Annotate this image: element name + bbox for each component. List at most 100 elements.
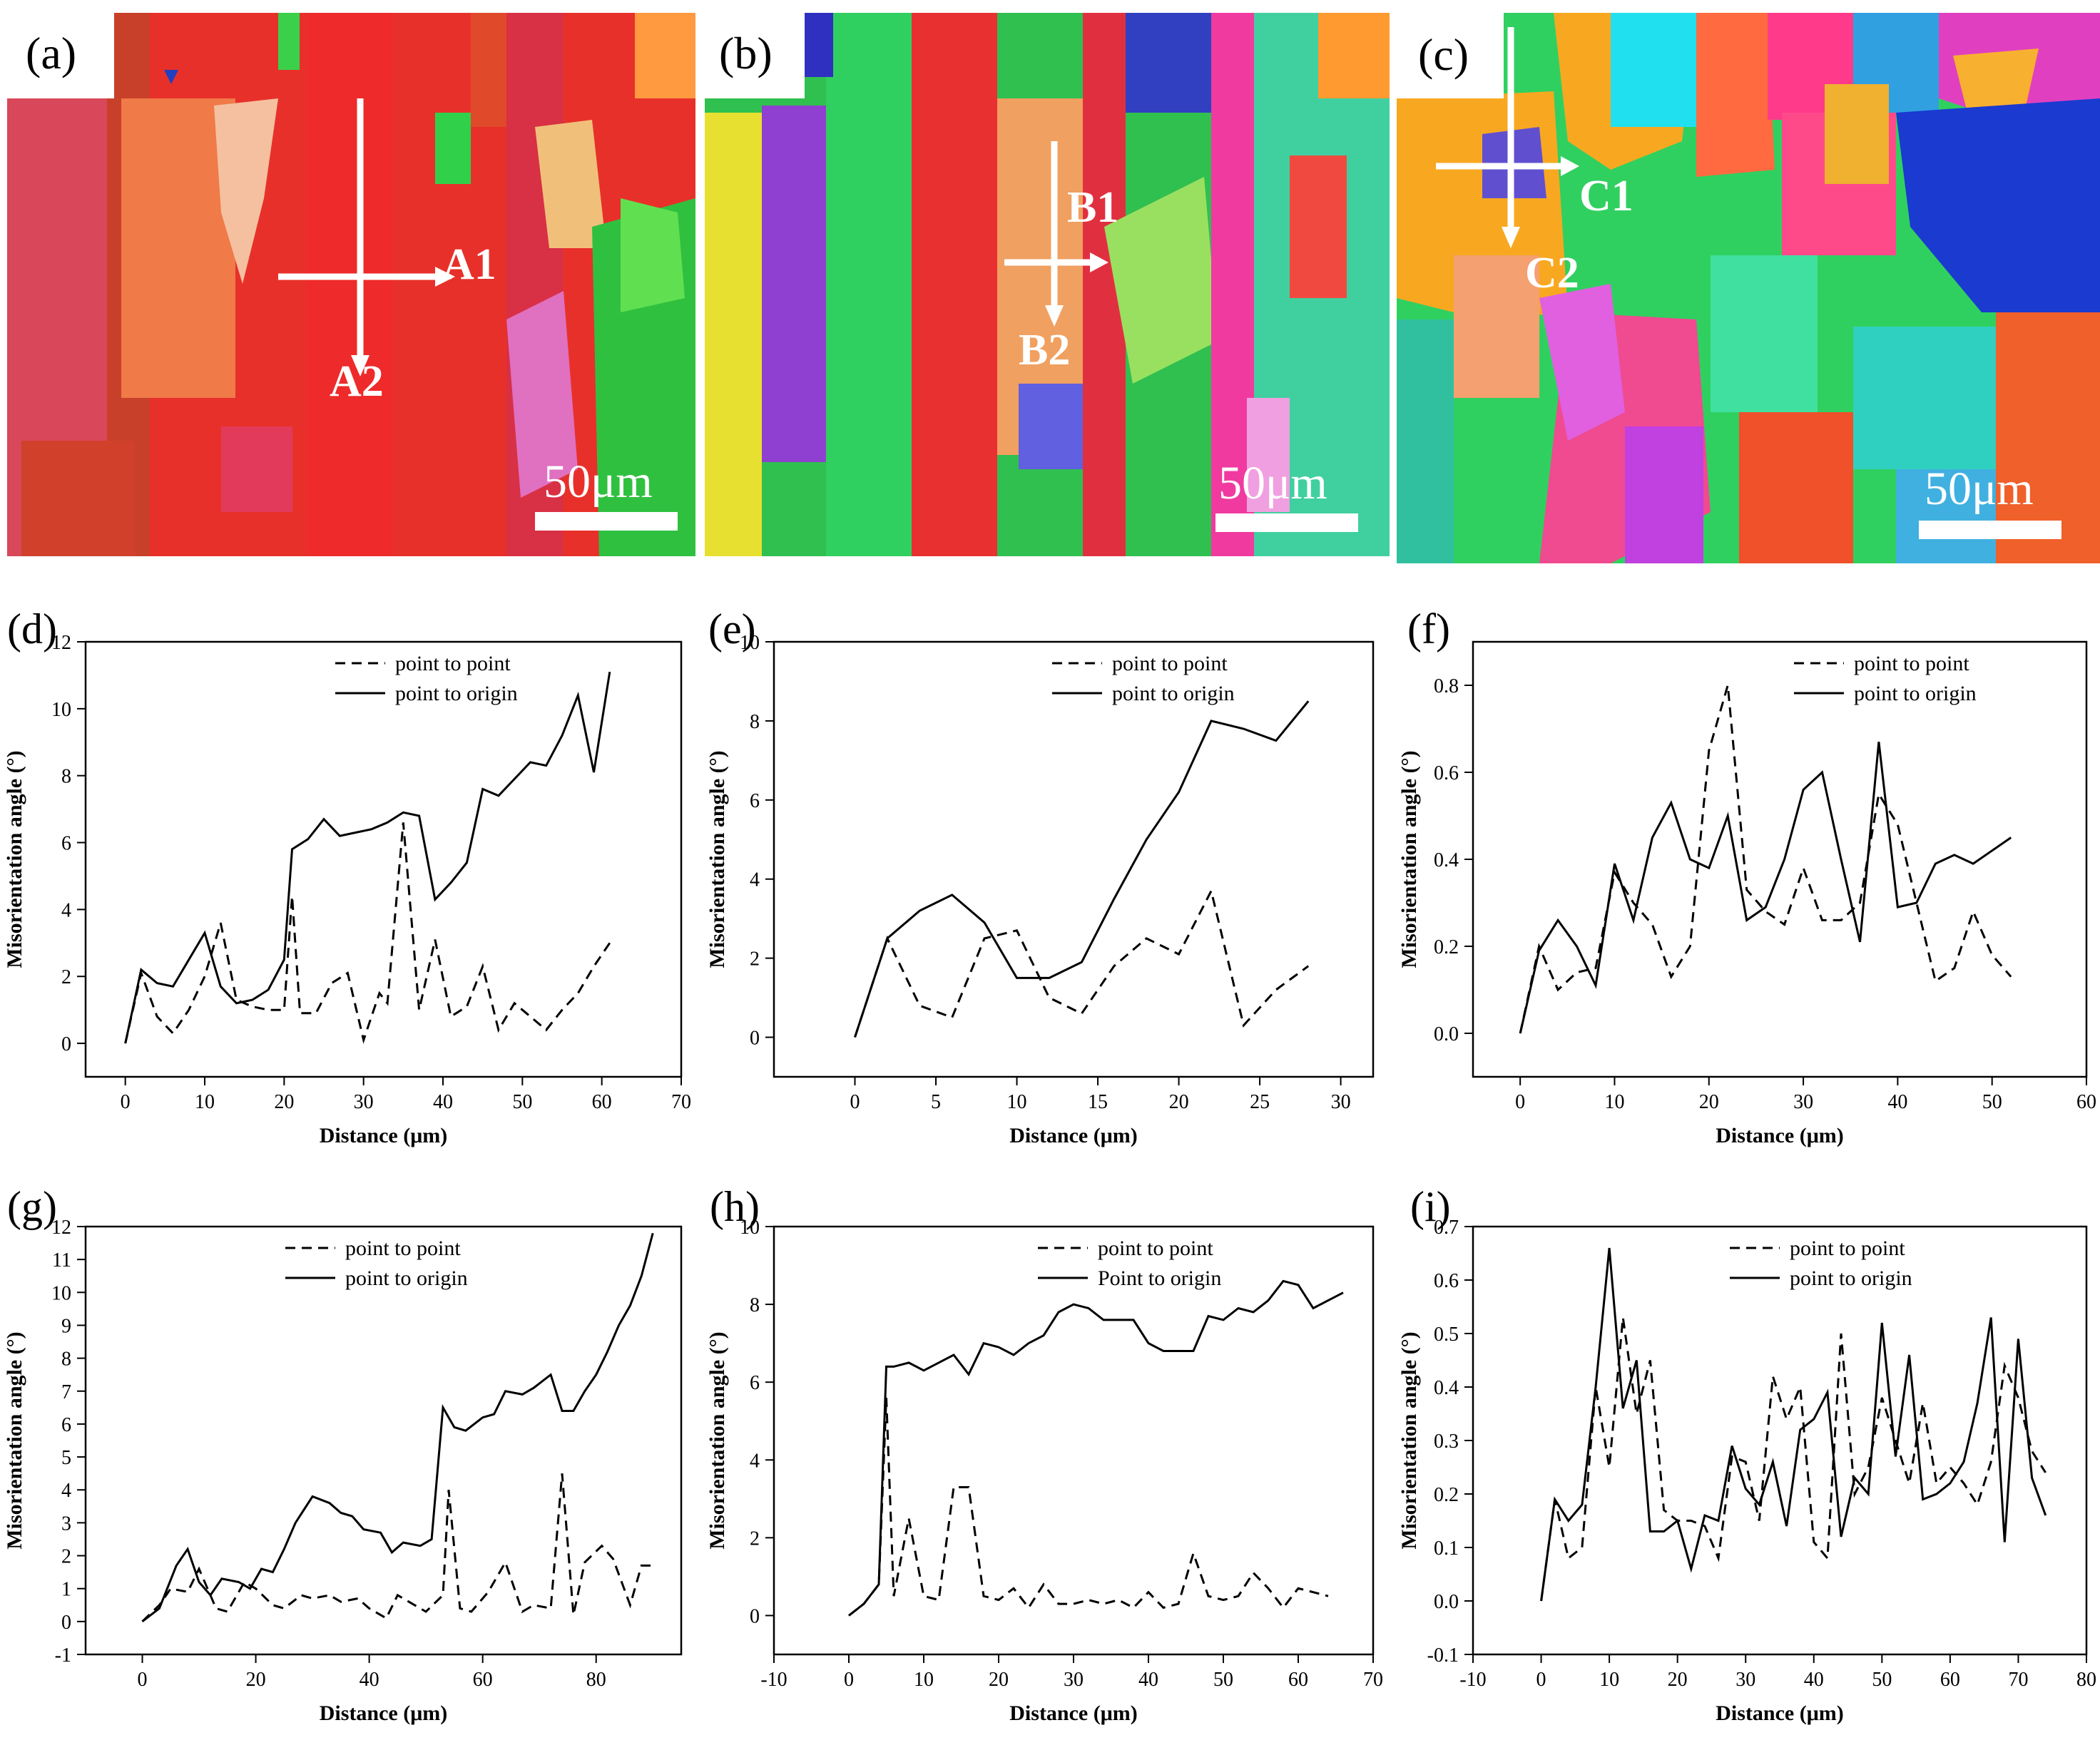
panel-letter: (d) <box>7 605 57 653</box>
y-tick-label: 11 <box>52 1249 71 1271</box>
x-tick-label: 30 <box>354 1091 374 1113</box>
legend-label: Point to origin <box>1098 1266 1221 1290</box>
x-tick-label: 40 <box>1138 1669 1158 1691</box>
ebsd-map-b-image <box>705 13 1390 556</box>
ebsd-map-a-image <box>7 13 695 556</box>
y-tick-label: 0.4 <box>1434 849 1459 871</box>
series-line-point-to-origin <box>854 700 1310 1038</box>
x-tick-label: 15 <box>1088 1091 1108 1113</box>
series-line-point-to-origin <box>141 1232 654 1622</box>
x-tick-label: 20 <box>989 1669 1009 1691</box>
x-axis-label: Distance (μm) <box>1716 1124 1843 1147</box>
chart-d: (d) 0 10 20 30 40 50 60 70 0 2 4 6 8 10 12 Distance (μm)… <box>0 592 695 1148</box>
panel-letter-b: (b) <box>719 28 773 78</box>
x-tick-label: 0 <box>1536 1669 1546 1691</box>
legend-label: point to point <box>1098 1237 1213 1260</box>
x-axis-label: Distance (μm) <box>1716 1701 1843 1725</box>
x-tick-label: 10 <box>195 1091 215 1113</box>
scale-bar-label-c: 50μm <box>1925 463 2034 515</box>
y-tick-label: 4 <box>750 1450 760 1472</box>
y-tick-label: 0 <box>61 1612 71 1634</box>
arrow-label-c2: C2 <box>1525 249 1579 297</box>
y-axis-label: Misorientation angle (°) <box>705 1331 729 1549</box>
y-tick-label: 0.1 <box>1434 1537 1459 1560</box>
y-tick-label: 0.8 <box>1434 675 1459 697</box>
panel-letter-a: (a) <box>26 28 77 78</box>
x-tick-label: 40 <box>433 1091 453 1113</box>
x-tick-label: 0 <box>1515 1091 1525 1113</box>
y-tick-label: 0.4 <box>1434 1377 1459 1399</box>
x-tick-label: 20 <box>1169 1091 1189 1113</box>
y-tick-label: 6 <box>750 790 760 812</box>
x-tick-label: 70 <box>671 1091 691 1113</box>
y-tick-label: 0.0 <box>1434 1023 1459 1045</box>
x-tick-label: 40 <box>1887 1091 1907 1113</box>
chart-g: (g) 0 20 40 60 80 -1 0 1 2 3 4 5 6 7 8 9 10 11 12 Distance (… <box>0 1170 695 1740</box>
x-tick-label: 10 <box>1604 1091 1624 1113</box>
x-tick-label: 40 <box>360 1669 379 1691</box>
legend-label: point to point <box>1854 652 1969 675</box>
scale-bar-b <box>1215 513 1358 532</box>
axes-frame <box>773 640 1375 1078</box>
legend-label: point to origin <box>345 1266 468 1290</box>
y-axis-label: Misorientation angle (°) <box>705 750 729 968</box>
x-tick-label: 60 <box>2076 1091 2096 1113</box>
x-tick-label: 30 <box>1064 1669 1084 1691</box>
chart-f: (f) 0 10 20 30 40 50 60 0.0 0.2 0.4 0.6 0.8 Distance … <box>1395 592 2100 1148</box>
x-tick-label: 10 <box>1599 1669 1619 1691</box>
x-axis-label: Distance (μm) <box>1009 1124 1137 1147</box>
y-tick-label: 1 <box>61 1579 71 1601</box>
y-tick-label: 7 <box>61 1381 71 1403</box>
series-line-point-to-origin <box>848 1279 1344 1617</box>
series-line-point-to-origin <box>1540 1247 2047 1602</box>
y-tick-label: 6 <box>61 833 71 855</box>
y-tick-label: 0 <box>750 1028 760 1050</box>
series-line-point-to-origin <box>1519 742 2012 1034</box>
y-axis-label: Misorientation angle (°) <box>1397 750 1421 968</box>
y-tick-label: -1 <box>55 1644 71 1667</box>
x-tick-label: 25 <box>1250 1091 1270 1113</box>
x-tick-label: 70 <box>1363 1669 1383 1691</box>
y-tick-label: 2 <box>61 1546 71 1568</box>
x-tick-label: 30 <box>1793 1091 1813 1113</box>
panel-letter: (e) <box>708 605 756 653</box>
x-tick-label: 50 <box>1872 1669 1892 1691</box>
x-axis-label: Distance (μm) <box>320 1124 447 1147</box>
series-line-point-to-point <box>141 1473 653 1622</box>
y-tick-label: 2 <box>750 948 760 971</box>
x-tick-label: 80 <box>586 1669 606 1691</box>
chart-i-svg: (i) -10 0 10 20 30 40 50 60 70 80 -0.1 0.0 0.1 0.2 0.3 0… <box>1397 1183 2096 1725</box>
chart-e: (e) 0 5 10 15 20 25 30 0 2 4 6 8 10 Distance (μm) Misor… <box>703 592 1387 1148</box>
x-tick-label: 30 <box>1735 1669 1755 1691</box>
x-tick-label: 50 <box>1982 1091 2002 1113</box>
series-line-point-to-point <box>124 822 611 1044</box>
y-tick-label: -0.1 <box>1427 1644 1459 1667</box>
y-tick-label: 10 <box>740 632 760 654</box>
legend-label: point to point <box>395 652 511 675</box>
arrow-label-a2: A2 <box>330 357 384 406</box>
series-line-point-to-point <box>854 888 1310 1038</box>
panel-letter: (h) <box>710 1183 760 1230</box>
x-tick-label: 50 <box>1213 1669 1233 1691</box>
axes-frame <box>84 640 683 1078</box>
x-tick-label: 60 <box>1288 1669 1308 1691</box>
scale-bar-label-b: 50μm <box>1218 457 1327 509</box>
y-tick-label: 2 <box>750 1527 760 1550</box>
legend-label: point to origin <box>1854 682 1977 705</box>
x-tick-label: 0 <box>138 1669 148 1691</box>
x-tick-label: 0 <box>121 1091 131 1113</box>
legend-label: point to point <box>1790 1237 1905 1260</box>
y-tick-label: 0.6 <box>1434 1270 1459 1292</box>
x-axis-label: Distance (μm) <box>1009 1701 1137 1725</box>
x-tick-label: 30 <box>1331 1091 1351 1113</box>
arrow-label-c1: C1 <box>1579 172 1633 220</box>
y-tick-label: 0 <box>750 1605 760 1627</box>
y-tick-label: 4 <box>61 1480 71 1502</box>
x-tick-label: 50 <box>512 1091 532 1113</box>
panel-letter: (f) <box>1407 605 1450 653</box>
y-tick-label: 8 <box>750 711 760 733</box>
x-tick-label: 0 <box>844 1669 854 1691</box>
x-tick-label: 60 <box>473 1669 493 1691</box>
x-tick-label: 80 <box>2076 1669 2096 1691</box>
